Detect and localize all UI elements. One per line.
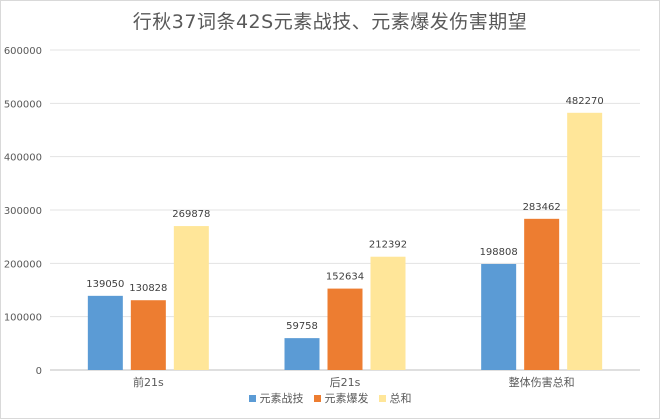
y-tick-label: 200000 [4, 259, 42, 270]
data-label: 283462 [523, 202, 561, 213]
y-tick-label: 600000 [4, 46, 42, 57]
y-tick-label: 100000 [4, 313, 42, 324]
bar-3-3 [567, 112, 603, 370]
data-label: 59758 [286, 321, 318, 332]
legend-item: 元素战技 [248, 390, 304, 406]
legend-label: 元素战技 [259, 392, 304, 405]
bar-1-1 [87, 295, 123, 370]
legend-swatch [378, 394, 386, 402]
legend-label: 元素爆发 [324, 392, 369, 405]
bar-3-1 [173, 226, 209, 370]
chart-legend: 元素战技 元素爆发 总和 [0, 390, 660, 406]
legend-item: 总和 [378, 390, 412, 406]
bar-3-2 [370, 256, 406, 370]
legend-label: 总和 [389, 392, 412, 405]
x-category-label: 前21s [133, 375, 164, 389]
chart-title: 行秋37词条42S元素战技、元素爆发伤害期望 [132, 11, 528, 33]
data-label: 212392 [369, 240, 407, 251]
y-tick-label: 300000 [4, 206, 42, 217]
legend-swatch [248, 394, 256, 402]
x-category-label: 整体伤害总和 [509, 375, 575, 389]
bar-2-3 [524, 218, 560, 370]
y-tick-label: 500000 [4, 99, 42, 110]
bar-1-2 [284, 338, 320, 370]
data-label: 152634 [326, 272, 364, 283]
y-tick-label: 0 [36, 366, 42, 377]
y-tick-label: 400000 [4, 153, 42, 164]
bar-1-3 [481, 263, 517, 370]
data-label: 198808 [480, 247, 518, 258]
data-label: 139050 [86, 279, 124, 290]
x-category-label: 后21s [330, 376, 361, 389]
legend-swatch [313, 394, 321, 402]
data-label: 130828 [129, 283, 167, 294]
data-label: 482270 [566, 96, 604, 107]
bar-2-1 [130, 300, 166, 370]
legend-item: 元素爆发 [313, 390, 369, 406]
data-label: 269878 [172, 209, 210, 220]
bar-2-2 [327, 288, 363, 370]
